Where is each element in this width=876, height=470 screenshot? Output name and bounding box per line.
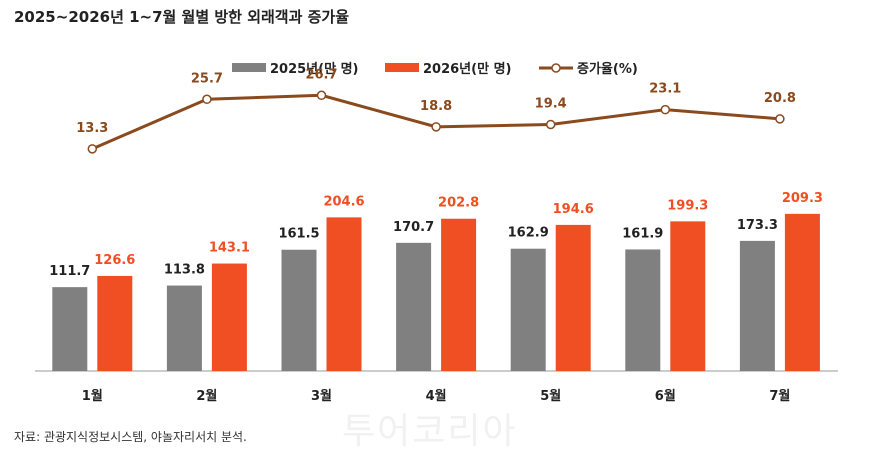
rate-label-6: 23.1 [649, 82, 681, 97]
rate-label-5: 19.4 [535, 96, 567, 111]
bar-label-2026-1: 126.6 [94, 253, 135, 268]
category-label-1: 1월 [82, 388, 103, 404]
legend-label-2025: 2025년(만 명) [270, 61, 358, 77]
source-note: 자료: 관광지식정보시스템, 야놀자리서치 분석. [14, 430, 247, 444]
bar-2025-4 [396, 242, 432, 371]
bar-2026-5 [555, 224, 591, 371]
bar-2025-6 [625, 249, 661, 371]
bar-2026-1 [97, 275, 133, 371]
legend-label-2026: 2026년(만 명) [423, 61, 511, 77]
bar-label-2025-7: 173.3 [737, 218, 778, 233]
bar-2026-4 [441, 218, 477, 371]
rate-label-7: 20.8 [764, 91, 796, 106]
bar-label-2026-5: 194.6 [553, 202, 594, 217]
bar-2025-3 [281, 249, 317, 371]
bar-label-2026-4: 202.8 [438, 196, 479, 211]
bar-2025-7 [739, 240, 775, 371]
category-label-6: 6월 [655, 388, 676, 404]
rate-point-6 [660, 104, 671, 115]
category-label-5: 5월 [540, 388, 561, 404]
bar-label-2026-7: 209.3 [782, 191, 823, 206]
legend-swatch-2025 [232, 63, 266, 72]
rate-label-1: 13.3 [76, 121, 108, 136]
legend: 2025년(만 명) 2026년(만 명) 증가율(%) [232, 61, 638, 77]
chart-title: 2025~2026년 1~7월 월별 방한 외래객과 증가율 [14, 8, 350, 26]
rate-point-3 [316, 90, 327, 101]
bar-2026-3 [326, 217, 362, 371]
category-label-2: 2월 [196, 388, 217, 404]
category-label-3: 3월 [311, 388, 332, 404]
rate-label-2: 25.7 [191, 71, 223, 86]
bar-label-2025-6: 161.9 [622, 226, 663, 241]
bar-2026-6 [670, 221, 706, 371]
bar-label-2026-3: 204.6 [323, 194, 364, 209]
bar-label-2025-4: 170.7 [393, 220, 434, 235]
bar-2025-1 [52, 287, 88, 371]
bar-label-2026-6: 199.3 [667, 198, 708, 213]
bar-label-2025-5: 162.9 [508, 226, 549, 241]
legend-swatch-2026 [385, 63, 419, 72]
bar-label-2026-2: 143.1 [209, 241, 250, 256]
bar-2025-2 [166, 285, 202, 371]
category-label-4: 4월 [426, 388, 447, 404]
watermark: 투어코리아 [342, 411, 518, 452]
bar-label-2025-3: 161.5 [278, 227, 319, 242]
rate-point-5 [545, 119, 556, 130]
bar-2026-7 [784, 213, 820, 371]
rate-point-1 [87, 144, 98, 154]
legend-marker-rate [551, 63, 561, 73]
rate-point-7 [775, 114, 785, 124]
rate-point-2 [202, 94, 212, 105]
bar-2026-2 [211, 263, 247, 371]
bar-label-2025-2: 113.8 [164, 263, 205, 278]
bar-label-2025-1: 111.7 [49, 264, 90, 279]
rate-point-4 [431, 122, 441, 132]
category-label-7: 7월 [769, 388, 790, 404]
rate-label-3: 26.7 [305, 67, 337, 82]
legend-label-rate: 증가율(%) [577, 61, 638, 77]
rate-label-4: 18.8 [420, 99, 452, 114]
bar-2025-5 [510, 248, 546, 371]
